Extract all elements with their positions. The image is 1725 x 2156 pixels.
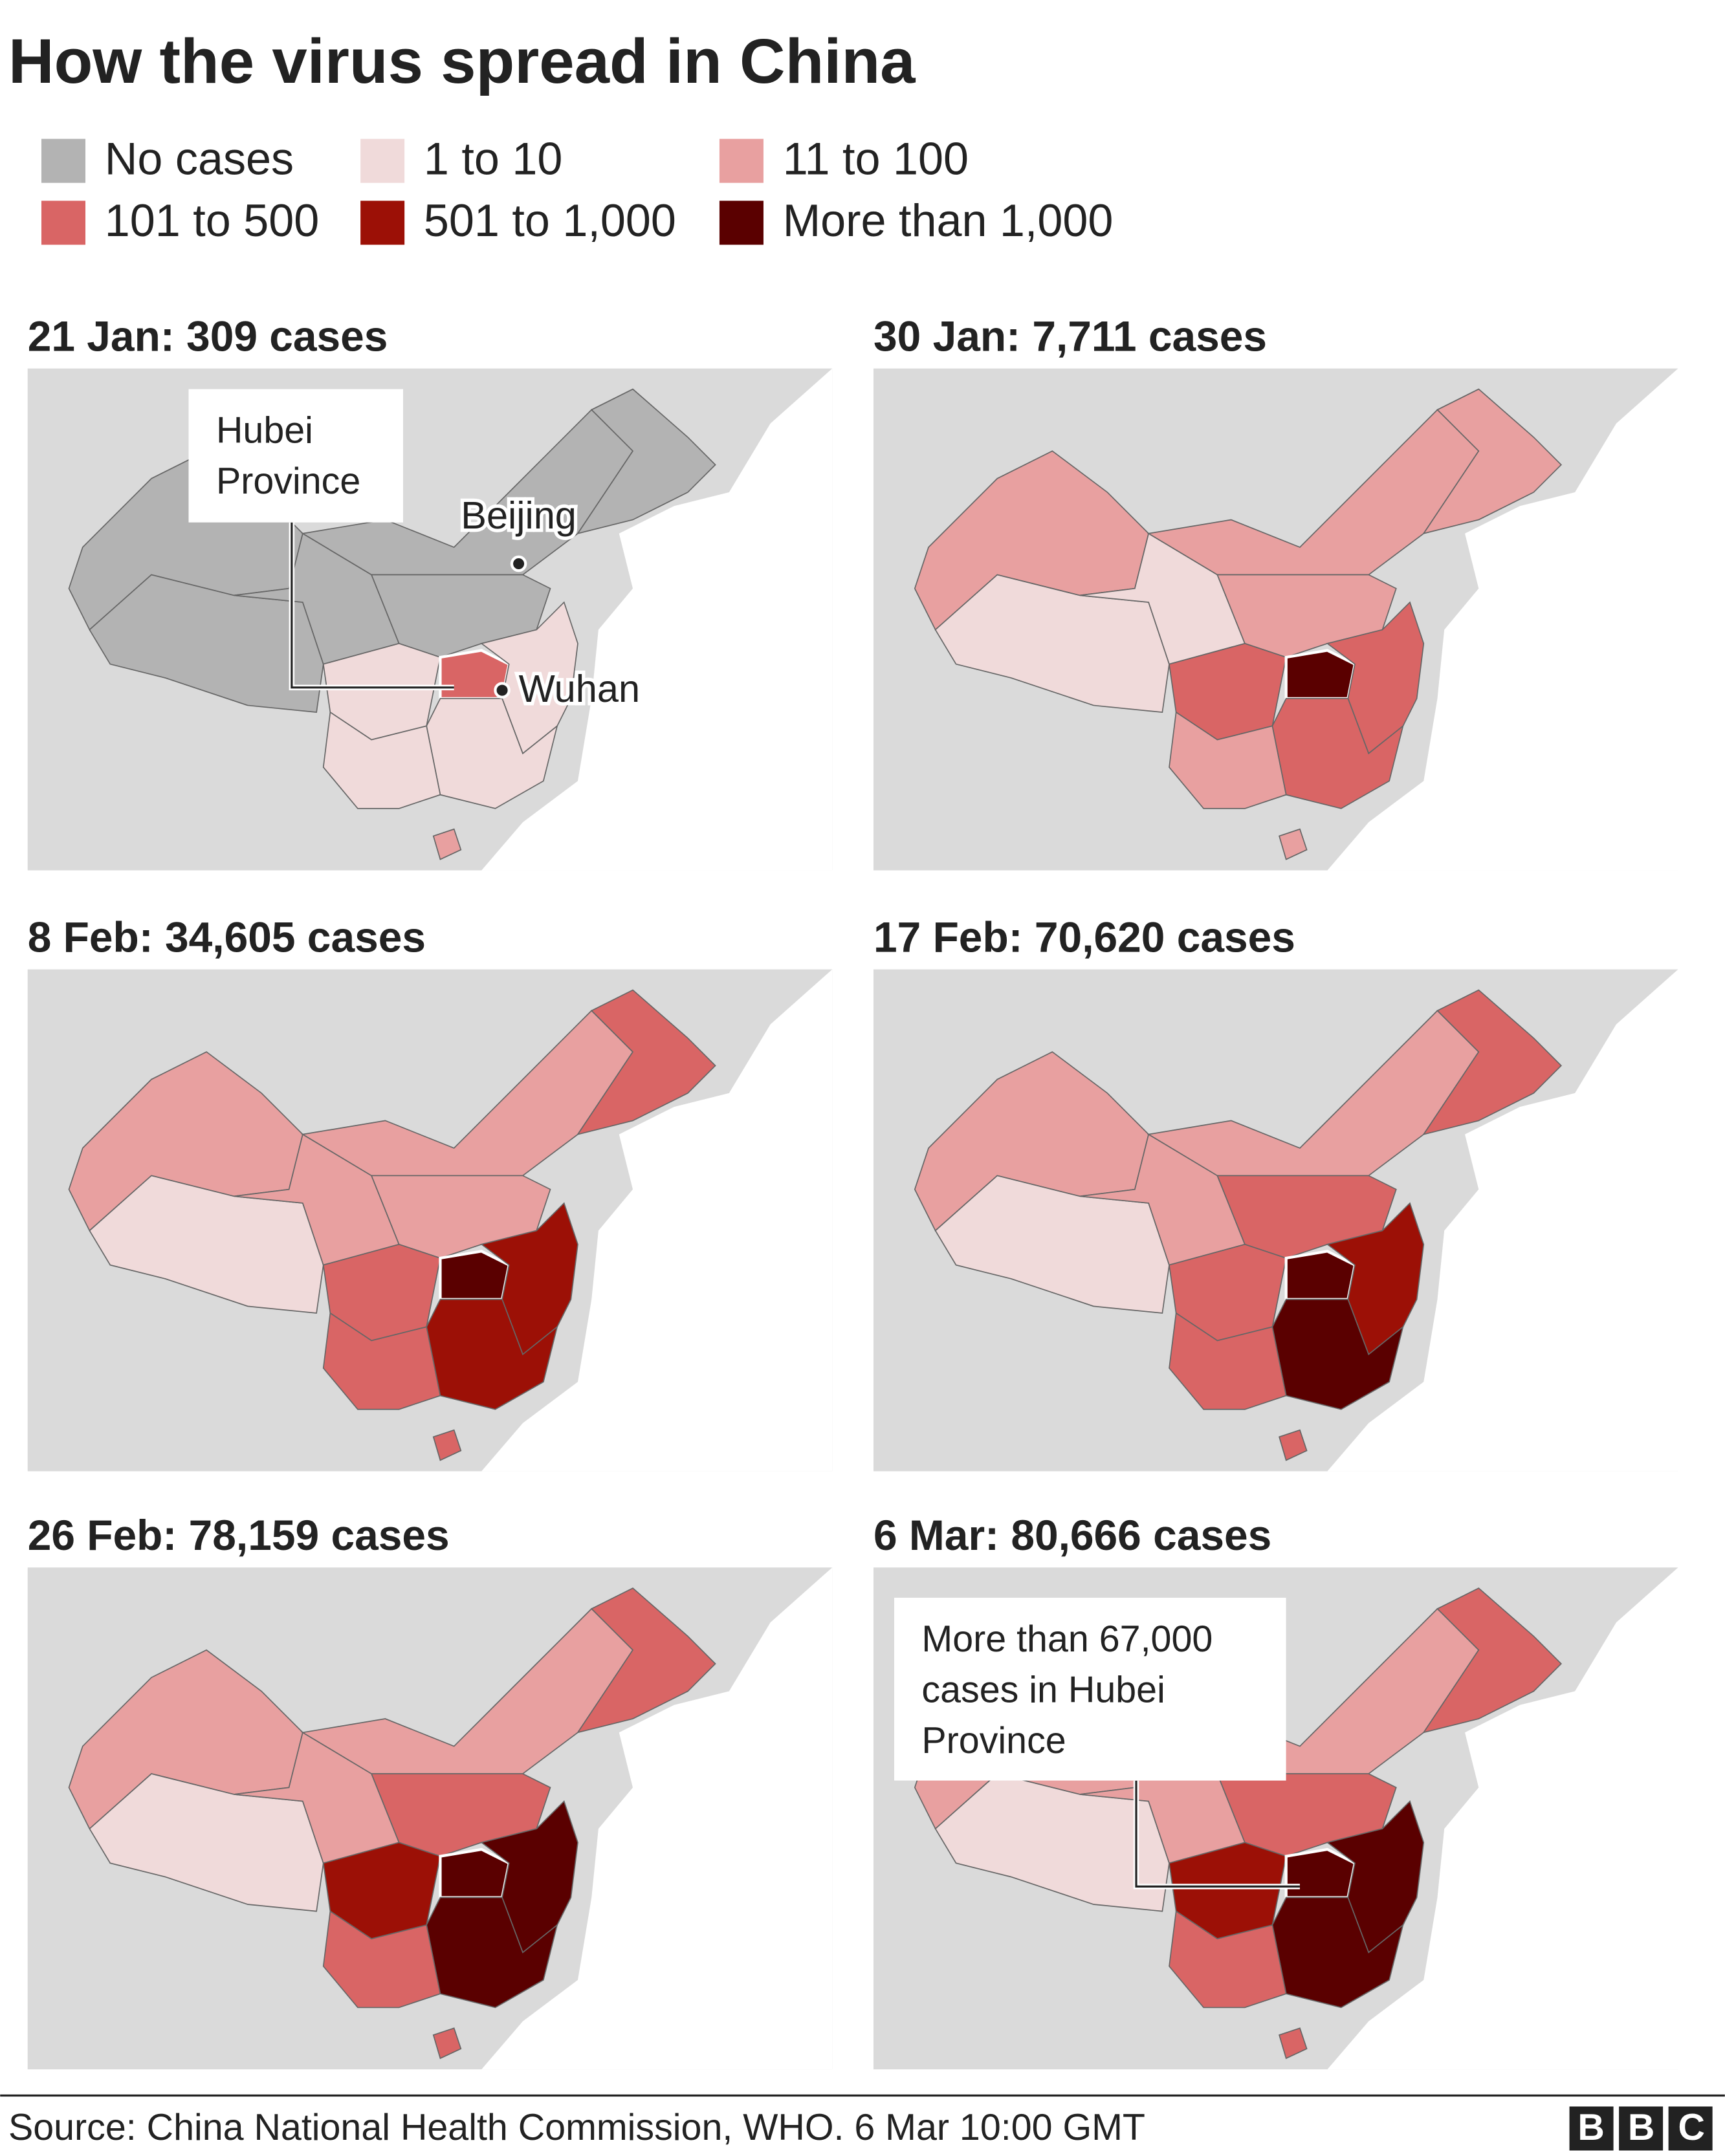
map <box>873 368 1678 871</box>
legend-swatch <box>719 201 764 245</box>
city-label: Wuhan <box>519 667 640 710</box>
province <box>1169 1910 1287 2009</box>
logo-box <box>1619 2106 1664 2151</box>
city-label: Beijing <box>461 494 577 537</box>
province <box>577 989 716 1136</box>
sea <box>1327 368 1678 871</box>
legend-label: 1 to 10 <box>424 133 562 184</box>
province <box>1422 989 1563 1136</box>
legend-label: No cases <box>105 133 294 184</box>
province <box>577 388 716 535</box>
logo-box <box>1668 2106 1713 2151</box>
leader-line <box>1135 1780 1300 1888</box>
province <box>480 1202 578 1356</box>
province <box>322 1910 441 2009</box>
annotation-box-text: More than 67,000 cases in Hubei Province <box>894 1597 1286 1781</box>
map <box>873 969 1678 1472</box>
province <box>934 1175 1170 1314</box>
sea <box>1327 1567 1678 2070</box>
leader-line <box>291 522 454 689</box>
source: Source: China National Health Commission… <box>8 2107 1145 2148</box>
legend-swatch <box>360 138 405 183</box>
legend-label: 101 to 500 <box>105 195 319 246</box>
province <box>1169 1312 1287 1410</box>
hubei-province <box>439 1250 511 1301</box>
province <box>322 1312 441 1410</box>
province <box>1326 1202 1425 1356</box>
sea <box>481 368 833 871</box>
panel-title: 6 Mar: 80,666 cases <box>873 1511 1271 1559</box>
map <box>27 1567 833 2070</box>
hubei-province <box>1284 1847 1357 1899</box>
province <box>432 828 462 860</box>
annotation-box: More than 67,000 cases in Hubei Province <box>894 1597 1286 1781</box>
province <box>1279 1429 1308 1461</box>
hubei-province <box>1284 1250 1357 1301</box>
sea <box>481 969 833 1472</box>
title: How the virus spread in China <box>8 25 916 96</box>
sea <box>1327 969 1678 1472</box>
legend-swatch <box>360 201 405 245</box>
legend-label: 501 to 1,000 <box>424 195 676 246</box>
panel-title: 26 Feb: 78,159 cases <box>28 1511 450 1559</box>
city-dot <box>510 555 527 572</box>
province <box>1279 828 1308 860</box>
city-dot <box>494 682 511 699</box>
province <box>1169 711 1287 809</box>
annotation-box: Hubei Province <box>188 389 404 523</box>
legend-swatch <box>41 201 86 245</box>
panel-title: 8 Feb: 34,605 cases <box>28 913 426 961</box>
province <box>480 1800 578 1954</box>
province <box>1422 388 1563 535</box>
hubei-province <box>439 1847 511 1899</box>
panel-title: 17 Feb: 70,620 cases <box>873 913 1295 961</box>
province <box>1326 1800 1425 1954</box>
map <box>27 368 833 871</box>
province <box>1326 601 1425 755</box>
province <box>1279 2027 1308 2060</box>
province <box>322 711 441 809</box>
legend-swatch <box>41 138 86 183</box>
province <box>89 1175 324 1314</box>
panel-title: 21 Jan: 309 cases <box>28 312 388 360</box>
hubei-province <box>1284 649 1357 700</box>
province <box>577 1587 716 1734</box>
province <box>934 574 1170 713</box>
legend-label: 11 to 100 <box>783 133 969 184</box>
province <box>89 1773 324 1912</box>
logo-box <box>1569 2106 1614 2151</box>
legend-swatch <box>719 138 764 183</box>
legend-label: More than 1,000 <box>783 195 1114 246</box>
province <box>1422 1587 1563 1734</box>
annotation-box-text: Hubei Province <box>188 389 404 523</box>
panel-title: 30 Jan: 7,711 cases <box>873 312 1267 360</box>
province <box>480 601 578 755</box>
province <box>432 2027 462 2060</box>
province <box>432 1429 462 1461</box>
logo: BBC <box>1577 2107 1725 2148</box>
sea <box>481 1567 833 2070</box>
map <box>27 969 833 1472</box>
